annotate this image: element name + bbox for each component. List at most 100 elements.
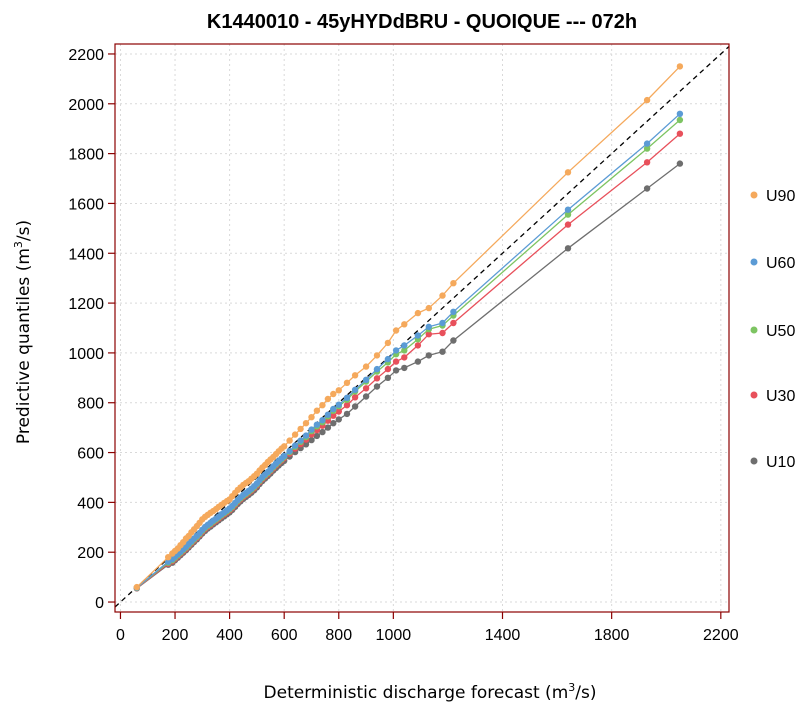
x-tick-label: 1000 [376, 627, 412, 644]
data-point [676, 110, 684, 118]
data-point [319, 417, 326, 424]
grid [115, 44, 729, 612]
data-point [401, 354, 408, 361]
data-point [373, 352, 381, 359]
data-point [414, 332, 422, 339]
data-point [343, 402, 351, 409]
data-point [425, 331, 432, 338]
y-tick-label: 1200 [68, 296, 104, 313]
data-point [425, 352, 432, 359]
y-tick-label: 2000 [68, 97, 104, 114]
data-point [676, 63, 684, 70]
data-point [281, 452, 288, 460]
data-point [286, 437, 293, 444]
data-point [450, 337, 457, 344]
data-point [414, 309, 422, 317]
chart-title: K1440010 - 45yHYDdBRU - QUOIQUE --- 072h [207, 11, 637, 33]
data-point [165, 554, 172, 561]
identity-reference-line [114, 46, 730, 608]
data-point [643, 185, 651, 192]
legend-item-u90: U90 [750, 188, 795, 205]
data-point [286, 447, 293, 455]
legend-item-u10: U10 [750, 454, 795, 471]
data-point [335, 416, 342, 423]
data-point [425, 323, 432, 330]
data-point [351, 394, 359, 401]
data-point [676, 116, 684, 124]
x-tick-label: 800 [325, 627, 352, 644]
x-axis: 0 200 400 600 800 1000 1400 1800 2200 [116, 612, 739, 644]
y-tick-label: 2200 [68, 47, 104, 64]
data-point [564, 169, 572, 176]
data-point [414, 358, 422, 365]
plot-frame [114, 43, 730, 613]
data-point [392, 327, 400, 334]
legend-marker [750, 457, 758, 465]
data-point [373, 383, 381, 390]
data-point [302, 420, 310, 427]
data-point [335, 387, 342, 394]
data-point [313, 421, 321, 428]
data-point [401, 342, 408, 349]
data-point [324, 424, 332, 431]
data-point [450, 280, 457, 287]
data-point [324, 411, 332, 418]
y-tick-label: 1800 [68, 147, 104, 164]
data-point [373, 375, 381, 382]
y-tick-label: 400 [77, 495, 104, 512]
data-point [392, 367, 400, 374]
data-point [643, 159, 651, 166]
data-point [384, 365, 392, 373]
data-point [425, 304, 432, 312]
y-tick-label: 1600 [68, 196, 104, 213]
data-point [281, 443, 288, 450]
data-point [313, 432, 321, 440]
legend-label: U10 [766, 454, 795, 471]
legend: U90 U60 U50 U30 U10 [750, 188, 795, 471]
legend-label: U60 [766, 255, 795, 272]
data-point [439, 292, 446, 299]
data-point [392, 358, 400, 365]
data-point [335, 408, 342, 415]
legend-label: U30 [766, 388, 795, 405]
y-tick-label: 1400 [68, 246, 104, 263]
data-point [362, 385, 370, 392]
data-point [450, 308, 457, 315]
data-point [362, 393, 370, 400]
legend-label: U90 [766, 188, 795, 205]
y-axis: 0 200 400 600 800 1000 1200 1400 1600 1800 2000 220… [68, 47, 115, 612]
x-tick-label: 1400 [485, 627, 521, 644]
data-point [133, 583, 140, 591]
data-point [564, 221, 572, 228]
data-point [401, 364, 408, 372]
data-point [450, 319, 457, 327]
data-point [291, 431, 299, 438]
data-point [643, 96, 651, 104]
data-point [343, 379, 351, 386]
x-tick-label: 200 [162, 627, 189, 644]
data-point [676, 130, 684, 137]
x-tick-label: 400 [216, 627, 243, 644]
x-tick-label: 600 [271, 627, 298, 644]
data-point [439, 319, 446, 327]
y-tick-label: 1000 [68, 346, 104, 363]
series-u90 [133, 63, 684, 591]
data-point [308, 426, 315, 433]
data-point [643, 145, 651, 152]
data-point [308, 436, 315, 444]
data-point [362, 363, 370, 370]
data-point [297, 425, 304, 433]
data-point [324, 395, 332, 403]
data-point [291, 442, 299, 449]
legend-marker [750, 258, 758, 266]
data-point [297, 437, 304, 444]
data-point [308, 414, 315, 421]
x-tick-label: 1800 [594, 627, 630, 644]
x-tick-label: 0 [116, 627, 125, 644]
series-u60 [133, 110, 684, 591]
y-axis-label: Predictive quantiles (m3/s) [12, 220, 34, 444]
legend-marker [750, 391, 758, 399]
legend-marker [750, 326, 758, 334]
data-point [330, 390, 337, 398]
data-point [343, 410, 351, 418]
